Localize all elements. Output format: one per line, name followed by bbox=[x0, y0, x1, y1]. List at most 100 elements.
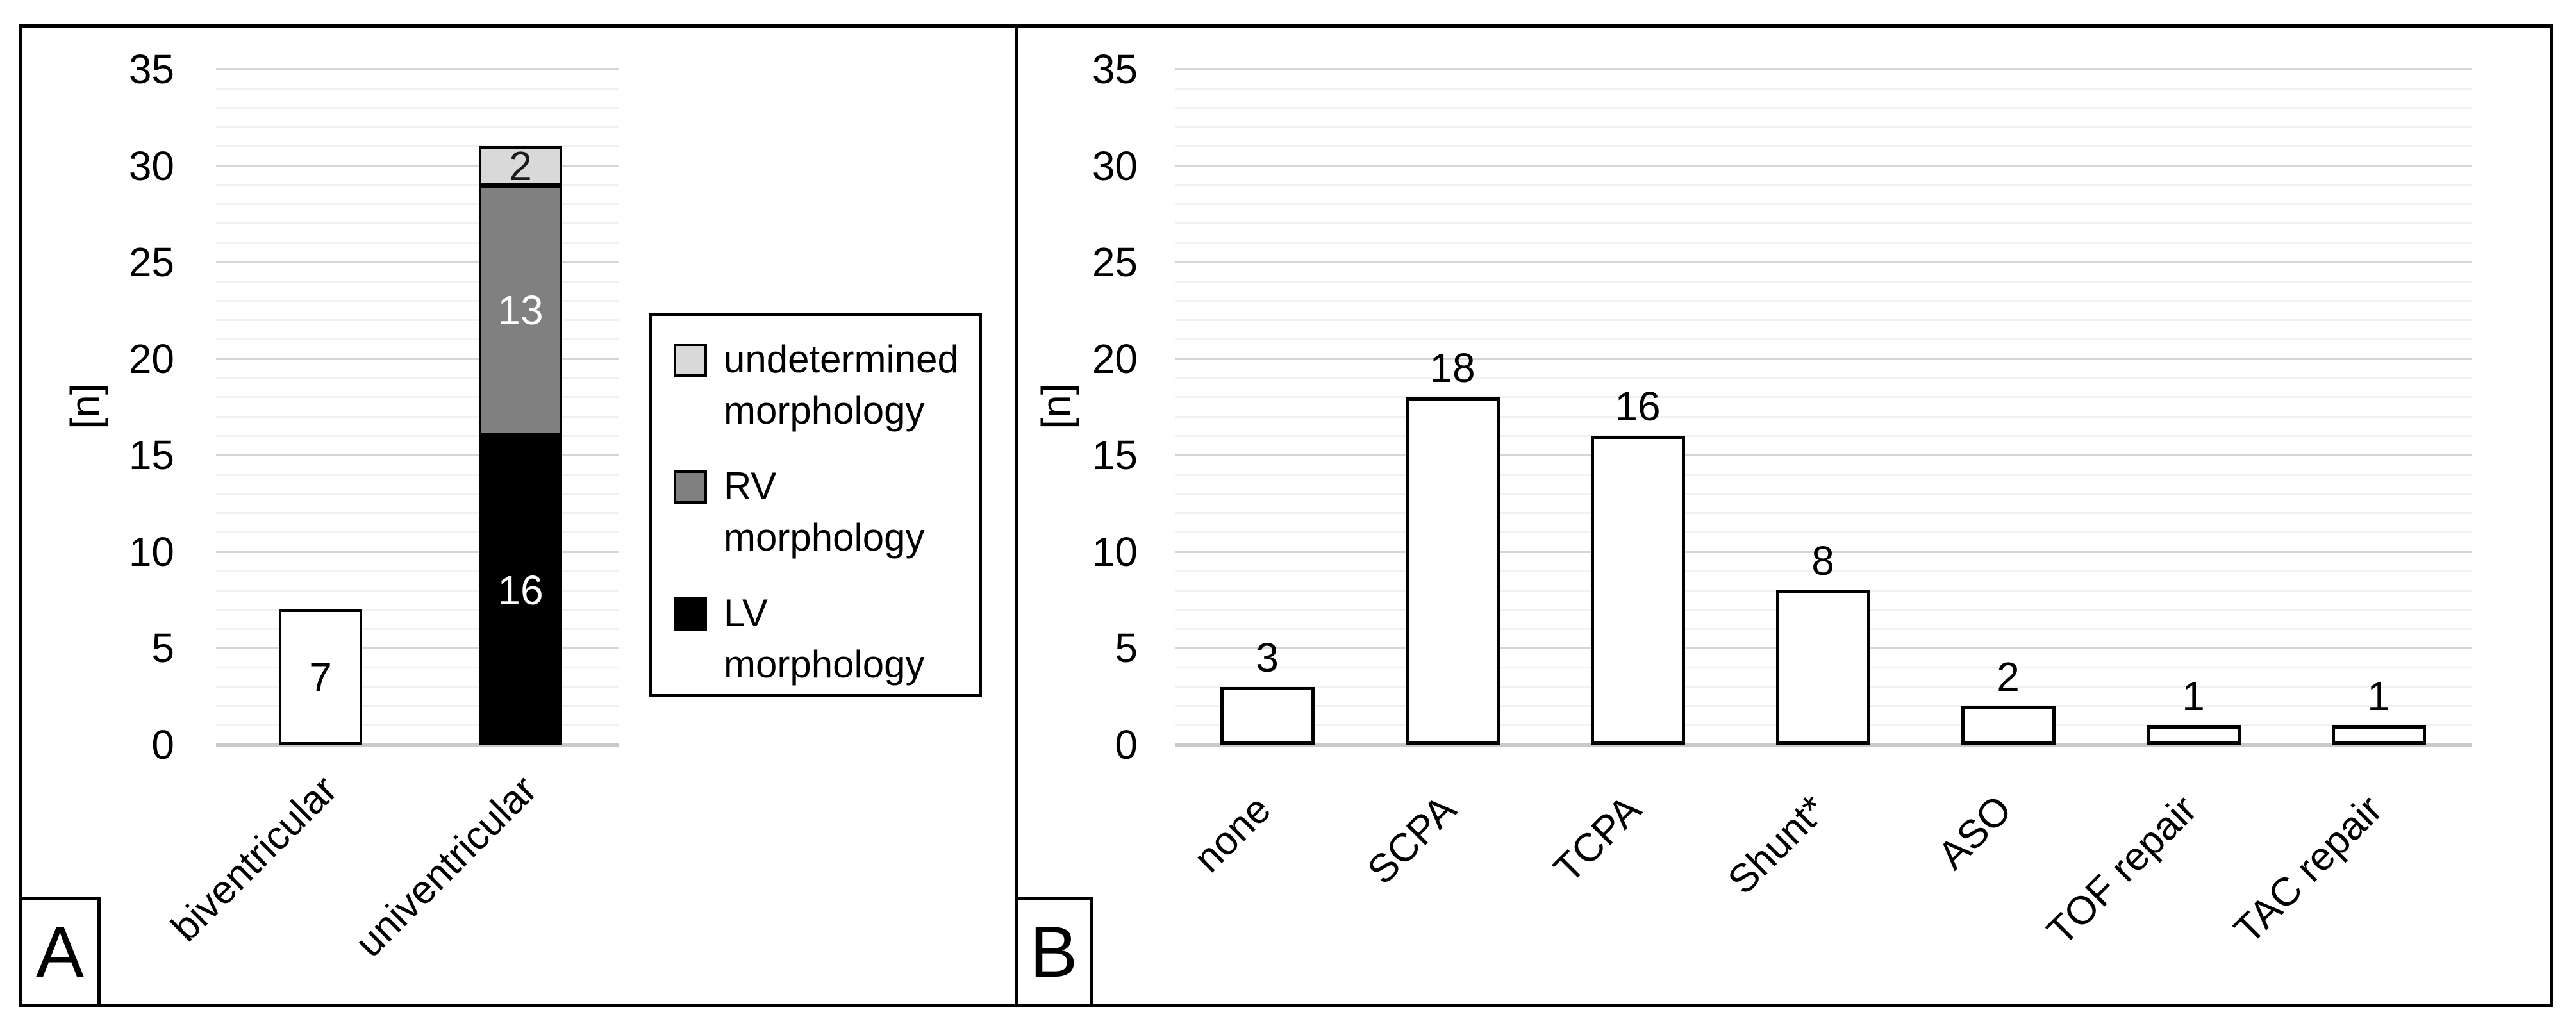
gridline-minor bbox=[216, 184, 619, 186]
y-tick-label: 20 bbox=[128, 335, 174, 382]
segment-value-label: 13 bbox=[497, 287, 544, 334]
legend-label: LV morphology bbox=[724, 592, 925, 686]
panel-label-b: B bbox=[1029, 912, 1078, 992]
legend-item: RV morphology bbox=[674, 461, 979, 563]
bar-aso bbox=[1961, 706, 2056, 745]
panel-label-box-b: B bbox=[1015, 897, 1093, 1007]
bar-value-label: 18 bbox=[1429, 344, 1475, 391]
segment-value-label: 16 bbox=[497, 567, 544, 614]
gridline-minor bbox=[1175, 145, 2472, 147]
y-axis-title-a: [n] bbox=[62, 383, 108, 429]
gridline-major bbox=[1175, 454, 2472, 457]
legend-swatch-lv-morphology bbox=[674, 597, 707, 631]
bar-value-label: 1 bbox=[2367, 672, 2390, 719]
panel-label-a: A bbox=[36, 912, 84, 992]
gridline-minor bbox=[1175, 493, 2472, 495]
gridline-minor bbox=[216, 493, 619, 495]
y-tick-label: 0 bbox=[1115, 722, 1138, 768]
y-axis-title-b: [n] bbox=[1033, 383, 1079, 429]
panel-divider bbox=[1015, 24, 1018, 1007]
y-tick-label: 30 bbox=[1092, 142, 1138, 189]
gridline-minor bbox=[1175, 299, 2472, 302]
y-tick-label: 10 bbox=[128, 528, 174, 575]
x-category-label: ASO bbox=[1929, 787, 2021, 878]
y-tick-label: 25 bbox=[128, 239, 174, 286]
gridline-minor bbox=[1175, 184, 2472, 186]
figure-border bbox=[19, 24, 2553, 1007]
gridline-minor bbox=[1175, 473, 2472, 476]
y-tick-label: 0 bbox=[151, 722, 174, 768]
legend-swatch-undetermined-morphology bbox=[674, 344, 707, 377]
gridline-minor bbox=[216, 435, 619, 437]
gridline-minor bbox=[216, 299, 619, 302]
gridline-major bbox=[1175, 261, 2472, 264]
gridline-minor bbox=[1175, 87, 2472, 90]
y-tick-label: 35 bbox=[128, 46, 174, 92]
gridline-minor bbox=[216, 319, 619, 321]
gridline-major bbox=[216, 357, 619, 360]
gridline-minor bbox=[216, 242, 619, 244]
gridline-minor bbox=[216, 377, 619, 379]
gridline-minor bbox=[216, 512, 619, 515]
gridline-major bbox=[216, 68, 619, 70]
bar-segment-rv-morphology: 13 bbox=[479, 185, 562, 436]
bar-value-label: 1 bbox=[2182, 672, 2205, 719]
axis-baseline bbox=[216, 743, 619, 747]
y-tick-label: 15 bbox=[1092, 432, 1138, 479]
gridline-major bbox=[1175, 357, 2472, 360]
gridline-major bbox=[216, 164, 619, 167]
gridline-major bbox=[1175, 550, 2472, 553]
x-category-label: TCPA bbox=[1545, 787, 1650, 891]
legend-item: LV morphology bbox=[674, 588, 979, 690]
gridline-minor bbox=[216, 627, 619, 630]
gridline-minor bbox=[1175, 203, 2472, 206]
gridline-minor bbox=[216, 686, 619, 688]
x-category-label: Shunt* bbox=[1719, 787, 1836, 903]
x-category-label: none bbox=[1185, 787, 1280, 881]
segment-value-label: 7 bbox=[309, 654, 332, 700]
bar-segment-biventricular: 7 bbox=[279, 609, 362, 745]
bar-segment-lv-morphology: 16 bbox=[479, 436, 562, 745]
gridline-minor bbox=[1175, 377, 2472, 379]
gridline-minor bbox=[216, 589, 619, 592]
x-category-label: TAC repair bbox=[2225, 787, 2391, 952]
y-tick-label: 25 bbox=[1092, 239, 1138, 286]
panel-label-box-a: A bbox=[19, 897, 101, 1007]
axis-baseline bbox=[1175, 743, 2472, 747]
gridline-minor bbox=[216, 396, 619, 399]
gridline-major bbox=[216, 550, 619, 553]
gridline-minor bbox=[216, 667, 619, 669]
bar-shunt- bbox=[1775, 590, 1870, 745]
y-tick-label: 20 bbox=[1092, 335, 1138, 382]
legend-item: undetermined morphology bbox=[674, 334, 979, 436]
gridline-minor bbox=[216, 608, 619, 611]
gridline-minor bbox=[1175, 338, 2472, 341]
bar-value-label: 16 bbox=[1615, 383, 1661, 430]
gridline-minor bbox=[216, 280, 619, 283]
gridline-minor bbox=[1175, 126, 2472, 128]
bar-value-label: 2 bbox=[1997, 653, 2020, 700]
gridline-minor bbox=[1175, 570, 2472, 572]
gridline-minor bbox=[1175, 242, 2472, 244]
gridline-minor bbox=[1175, 531, 2472, 534]
gridline-minor bbox=[216, 531, 619, 534]
gridline-minor bbox=[216, 705, 619, 708]
y-tick-label: 10 bbox=[1092, 528, 1138, 575]
y-tick-label: 15 bbox=[128, 432, 174, 479]
bar-segment-undetermined-morphology: 2 bbox=[479, 142, 562, 189]
y-tick-label: 5 bbox=[1115, 625, 1138, 672]
bar-none bbox=[1220, 686, 1315, 745]
gridline-minor bbox=[216, 570, 619, 572]
bar-tac-repair bbox=[2331, 725, 2426, 745]
gridline-minor bbox=[1175, 106, 2472, 109]
gridline-major bbox=[1175, 68, 2472, 70]
gridline-major bbox=[216, 647, 619, 650]
gridline-minor bbox=[216, 222, 619, 225]
gridline-minor bbox=[216, 203, 619, 206]
segment-value-label: 2 bbox=[509, 142, 532, 189]
y-tick-label: 5 bbox=[151, 625, 174, 672]
gridline-minor bbox=[1175, 280, 2472, 283]
x-category-label: TOF repair bbox=[2039, 787, 2206, 954]
legend: undetermined morphology RV morphology LV m… bbox=[649, 313, 982, 697]
